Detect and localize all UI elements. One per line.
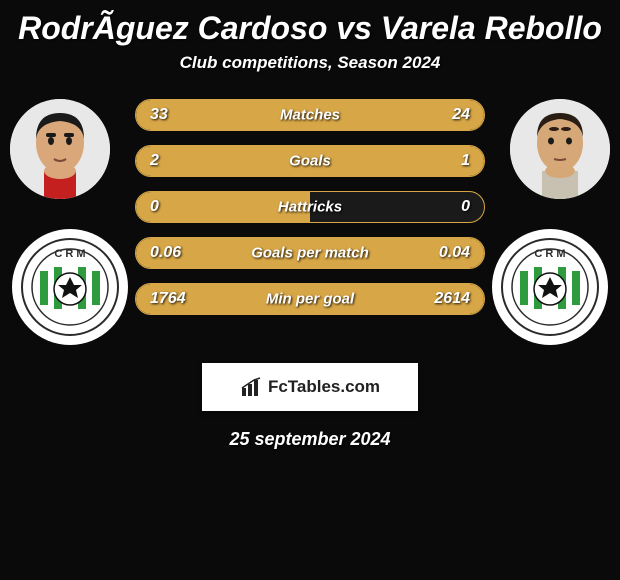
club-badge-left: C R M <box>12 229 128 345</box>
club-badge-right: C R M <box>492 229 608 345</box>
stat-bar: 1764 2614 Min per goal <box>135 283 485 315</box>
stat-value-right: 0 <box>461 198 470 216</box>
bar-fill-left <box>136 146 369 176</box>
stat-value-right: 2614 <box>434 290 470 308</box>
svg-text:C R M: C R M <box>534 248 565 260</box>
stat-label: Goals <box>289 153 331 170</box>
club-crest-icon: C R M <box>20 237 120 337</box>
stat-value-right: 24 <box>452 106 470 124</box>
stat-bar: 2 1 Goals <box>135 145 485 177</box>
player-face-icon <box>510 99 610 199</box>
club-crest-icon: C R M <box>500 237 600 337</box>
stat-value-left: 2 <box>150 152 159 170</box>
page-title: RodrÃ­guez Cardoso vs Varela Rebollo <box>0 0 620 53</box>
stat-label: Hattricks <box>278 199 342 216</box>
page-subtitle: Club competitions, Season 2024 <box>0 53 620 93</box>
stat-value-right: 1 <box>461 152 470 170</box>
player-avatar-right <box>510 99 610 199</box>
comparison-area: C R M C R M 33 24 Matches 2 <box>0 93 620 353</box>
svg-text:C R M: C R M <box>54 248 85 260</box>
brand-box: FcTables.com <box>202 363 418 411</box>
brand-chart-icon <box>240 376 262 398</box>
date-label: 25 september 2024 <box>0 429 620 450</box>
brand-label: FcTables.com <box>268 377 380 397</box>
stat-bar: 0 0 Hattricks <box>135 191 485 223</box>
stat-bar: 33 24 Matches <box>135 99 485 131</box>
player-avatar-left <box>10 99 110 199</box>
stat-label: Min per goal <box>266 291 354 308</box>
stat-label: Goals per match <box>251 245 369 262</box>
stat-value-right: 0.04 <box>439 244 470 262</box>
stat-value-left: 0 <box>150 198 159 216</box>
stat-value-left: 33 <box>150 106 168 124</box>
stat-bars: 33 24 Matches 2 1 Goals 0 0 Hattricks 0.06 0.04 Goa… <box>135 99 485 329</box>
stat-value-left: 1764 <box>150 290 186 308</box>
stat-label: Matches <box>280 107 340 124</box>
player-face-icon <box>10 99 110 199</box>
stat-value-left: 0.06 <box>150 244 181 262</box>
stat-bar: 0.06 0.04 Goals per match <box>135 237 485 269</box>
